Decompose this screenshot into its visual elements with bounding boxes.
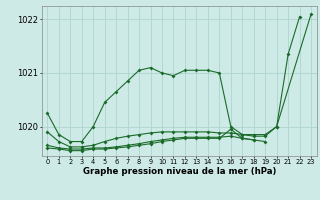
X-axis label: Graphe pression niveau de la mer (hPa): Graphe pression niveau de la mer (hPa) [83, 167, 276, 176]
